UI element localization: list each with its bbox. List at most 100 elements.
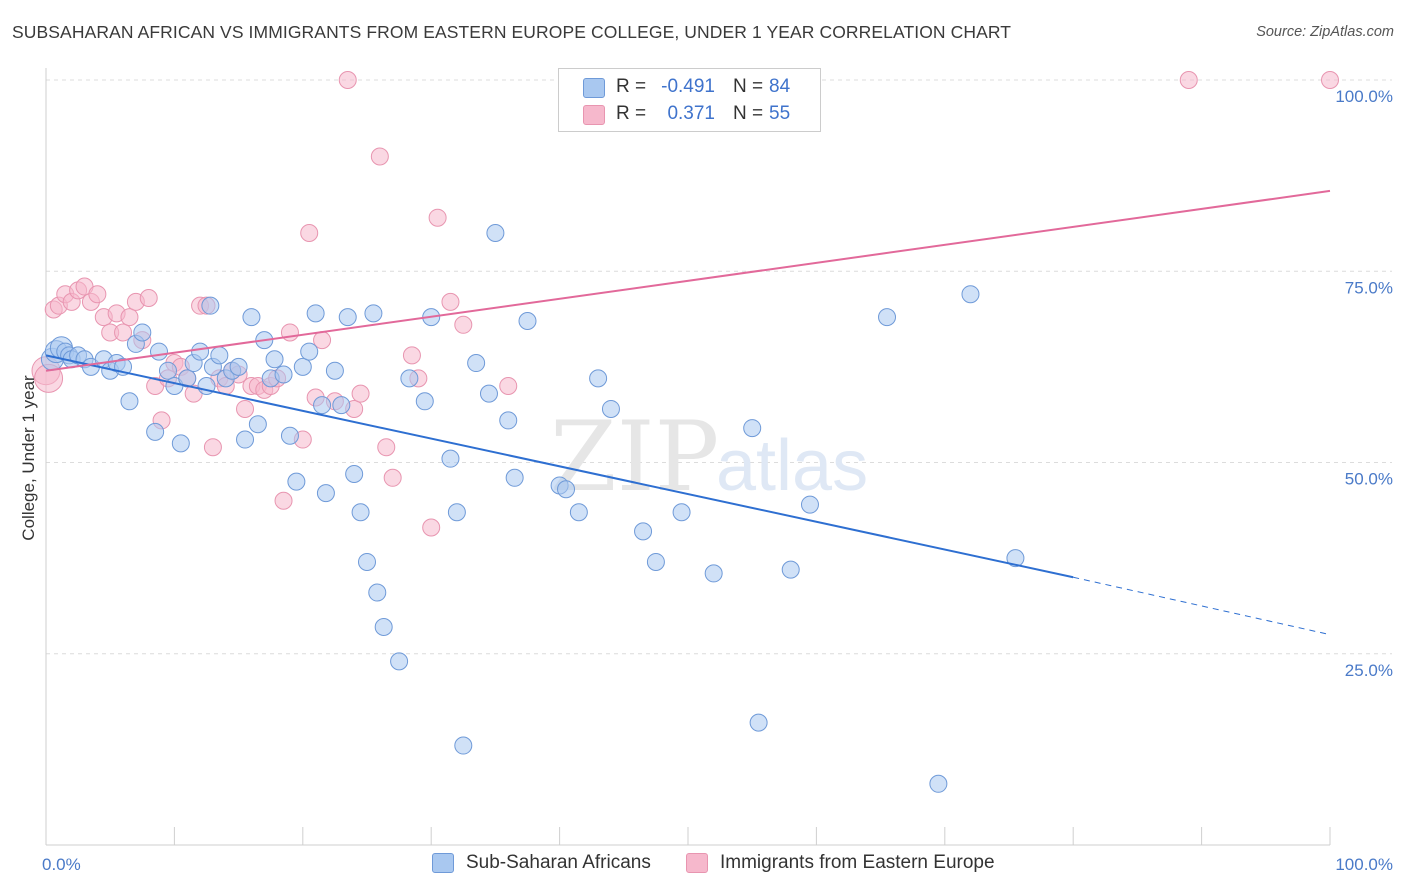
data-point-sub-saharan — [229, 357, 248, 376]
data-point-eastern-europe — [274, 491, 293, 510]
x-tick-label: 0.0% — [42, 855, 81, 874]
correlation-legend: R = -0.491 N = 84 R = 0.371 N = 55 — [558, 68, 821, 132]
data-point-sub-saharan — [441, 449, 460, 468]
y-tick-label: 100.0% — [1335, 87, 1393, 106]
y-tick-label: 75.0% — [1345, 278, 1393, 297]
data-point-eastern-europe — [422, 518, 441, 537]
data-point-sub-saharan — [248, 415, 267, 434]
data-point-sub-saharan — [589, 369, 608, 388]
y-axis-label: College, Under 1 year — [19, 375, 38, 541]
data-point-sub-saharan — [149, 342, 168, 361]
data-point-sub-saharan — [274, 365, 293, 384]
data-point-sub-saharan — [467, 354, 486, 373]
data-point-sub-saharan — [146, 422, 165, 441]
chart-source: Source: ZipAtlas.com — [1256, 24, 1394, 40]
watermark-atlas: atlas — [716, 426, 868, 506]
data-point-sub-saharan — [505, 468, 524, 487]
data-point-sub-saharan — [454, 736, 473, 755]
data-point-sub-saharan — [400, 369, 419, 388]
data-point-sub-saharan — [601, 399, 620, 418]
legend-swatch-pink — [686, 853, 708, 873]
data-point-eastern-europe — [88, 285, 107, 304]
legend-item-eastern-europe: Immigrants from Eastern Europe — [686, 852, 995, 874]
data-point-sub-saharan — [306, 304, 325, 323]
data-point-sub-saharan — [351, 503, 370, 522]
legend-swatch-blue — [432, 853, 454, 873]
axis-layer: 25.0% 50.0% 75.0% 100.0% 0.0% 100.0% — [42, 68, 1393, 874]
data-point-sub-saharan — [634, 522, 653, 541]
legend-r-label: R = — [616, 103, 647, 124]
data-point-sub-saharan — [120, 392, 139, 411]
data-point-eastern-europe — [377, 438, 396, 457]
data-point-sub-saharan — [293, 357, 312, 376]
legend-label-sub-saharan: Sub-Saharan Africans — [466, 852, 651, 873]
data-point-sub-saharan — [287, 472, 306, 491]
data-point-sub-saharan — [300, 342, 319, 361]
data-point-sub-saharan — [1006, 549, 1025, 568]
data-point-eastern-europe — [203, 438, 222, 457]
data-point-eastern-europe — [454, 315, 473, 334]
data-point-sub-saharan — [878, 308, 897, 327]
data-point-sub-saharan — [479, 384, 498, 403]
legend-r-value-pink: 0.371 — [667, 103, 715, 124]
data-point-sub-saharan — [743, 419, 762, 438]
data-point-sub-saharan — [781, 560, 800, 579]
data-point-sub-saharan — [325, 361, 344, 380]
data-point-sub-saharan — [358, 552, 376, 571]
legend-r-value-blue: -0.491 — [661, 76, 715, 97]
legend-label-eastern-europe: Immigrants from Eastern Europe — [720, 852, 995, 873]
legend-swatch-blue — [583, 78, 605, 98]
x-tick-label: 100.0% — [1335, 855, 1393, 874]
data-point-sub-saharan — [704, 564, 723, 583]
legend-n-label: N = — [733, 76, 764, 97]
watermark: ZIP atlas — [550, 401, 868, 513]
data-point-sub-saharan — [364, 304, 383, 323]
data-point-sub-saharan — [368, 583, 387, 602]
data-point-sub-saharan — [929, 774, 948, 793]
data-point-eastern-europe — [351, 384, 370, 403]
data-point-sub-saharan — [316, 484, 335, 503]
data-point-sub-saharan — [486, 224, 505, 242]
data-point-eastern-europe — [383, 468, 402, 487]
chart-title: SUBSAHARAN AFRICAN VS IMMIGRANTS FROM EA… — [12, 22, 1012, 42]
grid-layer — [46, 79, 1392, 655]
trend-line-sub-saharan — [45, 354, 1074, 579]
legend-n-value-blue: 84 — [769, 76, 791, 97]
data-point-sub-saharan — [158, 361, 177, 380]
legend-swatch-pink — [583, 105, 605, 125]
data-point-sub-saharan — [338, 308, 357, 327]
data-point-sub-saharan — [569, 503, 588, 522]
data-point-sub-saharan — [390, 652, 409, 671]
legend-row-blue: R = -0.491 N = 84 — [559, 73, 820, 101]
legend-item-sub-saharan: Sub-Saharan Africans — [432, 852, 651, 874]
data-point-sub-saharan — [415, 392, 434, 411]
data-point-eastern-europe — [139, 289, 158, 308]
data-point-sub-saharan — [961, 285, 980, 304]
legend-n-label: N = — [733, 103, 764, 124]
data-point-sub-saharan — [447, 503, 466, 522]
data-point-sub-saharan — [171, 434, 190, 453]
data-point-sub-saharan — [191, 342, 210, 361]
data-point-eastern-europe — [338, 71, 357, 89]
data-point-sub-saharan — [646, 552, 665, 571]
data-point-sub-saharan — [749, 713, 768, 732]
y-tick-label: 25.0% — [1345, 661, 1393, 680]
data-point-sub-saharan — [518, 311, 537, 330]
data-point-eastern-europe — [499, 377, 518, 395]
data-point-sub-saharan — [242, 308, 261, 327]
data-point-eastern-europe — [370, 147, 389, 166]
data-point-sub-saharan — [332, 396, 351, 415]
data-point-sub-saharan — [557, 480, 576, 499]
y-tick-label: 50.0% — [1345, 470, 1393, 489]
data-point-sub-saharan — [374, 617, 393, 636]
data-point-eastern-europe — [1321, 71, 1339, 89]
data-point-eastern-europe — [402, 346, 421, 365]
data-point-eastern-europe — [114, 323, 133, 342]
data-point-eastern-europe — [428, 208, 447, 227]
blue-points — [40, 224, 1025, 793]
data-point-eastern-europe — [236, 399, 255, 418]
series-legend: Sub-Saharan Africans Immigrants from Eas… — [0, 852, 1406, 878]
data-point-eastern-europe — [300, 224, 319, 242]
trend-line-sub-saharan-extension — [1073, 576, 1331, 636]
